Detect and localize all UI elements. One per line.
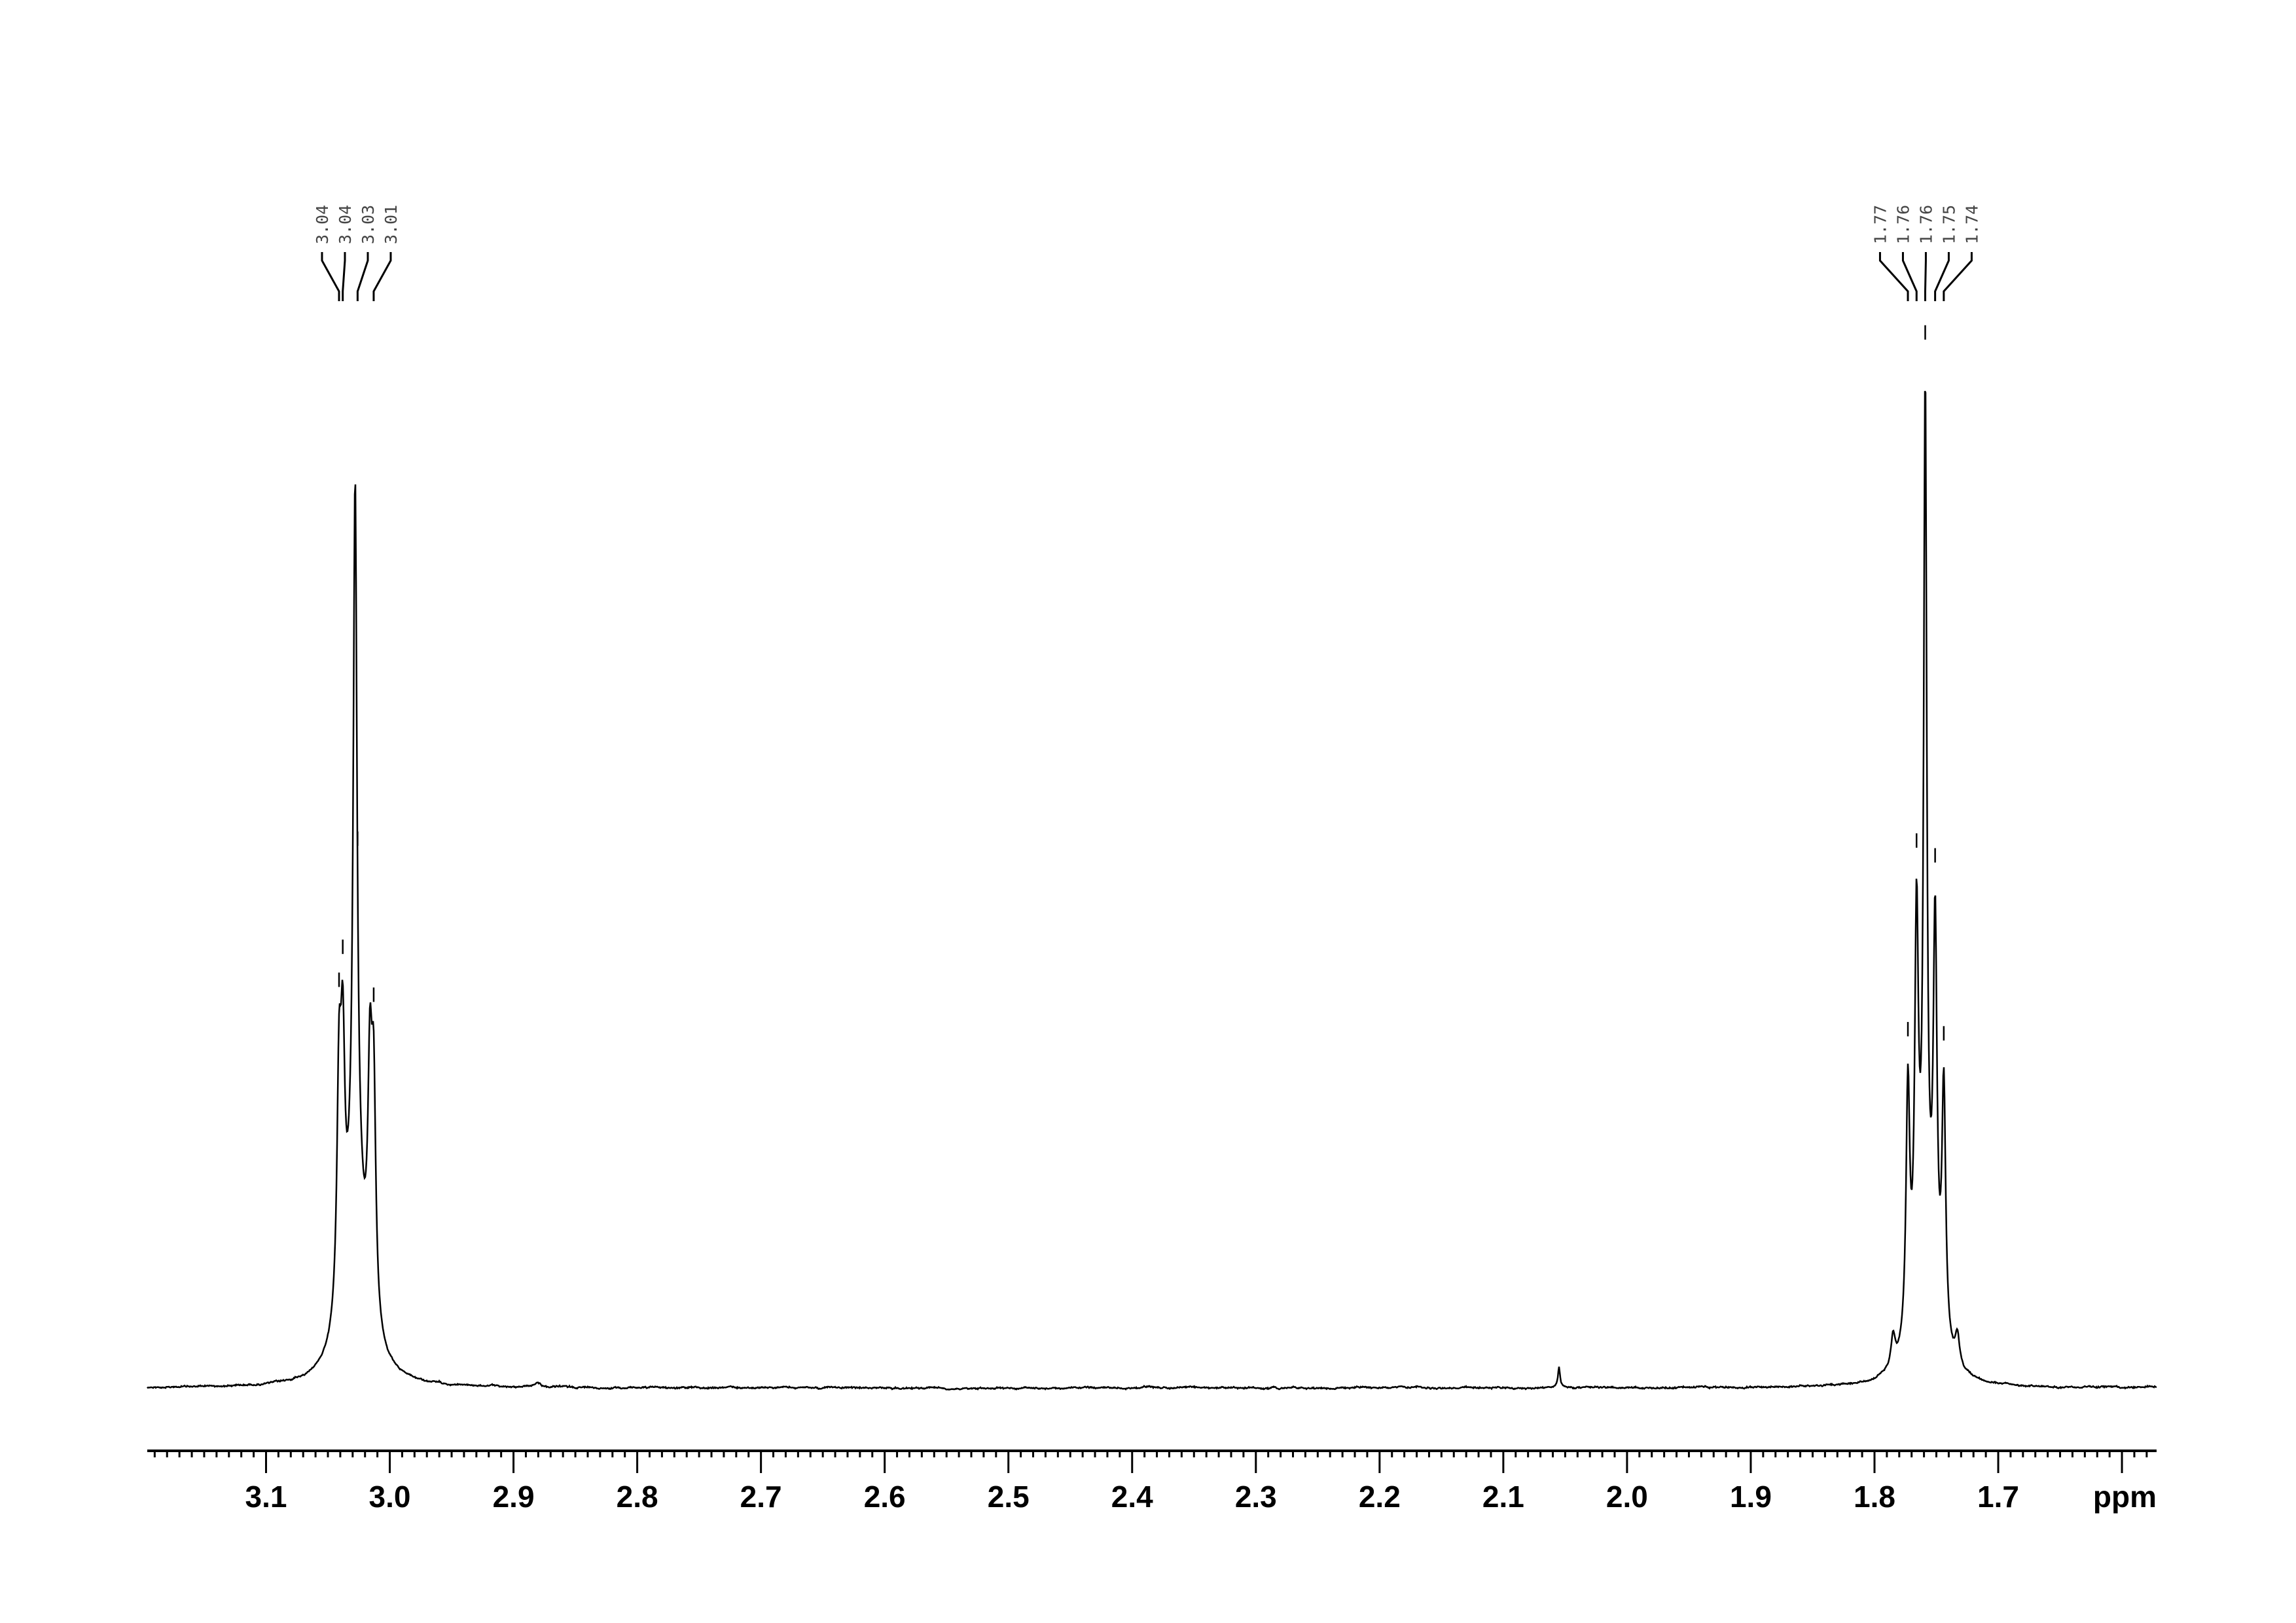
tick-label: 1.8: [1854, 1480, 1895, 1514]
spectrum-line: [147, 390, 2157, 1391]
spectrum-layer: [147, 390, 2157, 1391]
tick-label: 2.2: [1359, 1480, 1401, 1514]
peak-label-leader: [356, 252, 369, 301]
peak-label-leader: [342, 252, 346, 301]
tick-label: 3.1: [245, 1480, 287, 1514]
peak-label: 1.74: [1962, 205, 1981, 244]
tick-label: 2.3: [1235, 1480, 1277, 1514]
tick-label: 2.8: [617, 1480, 658, 1514]
x-axis: 3.1 3.0 2.9 2.8 2.7 2.6 2.5 2.4 2.3 2.2 2.1 2.0 1.9 1…: [147, 1450, 2157, 1514]
peak-label-leader: [1878, 252, 1909, 301]
tick-label: 2.1: [1482, 1480, 1524, 1514]
tick-label: 2.0: [1606, 1480, 1648, 1514]
peak-label-leader: [1943, 252, 1973, 301]
peak-label-leader: [1934, 252, 1950, 301]
peak-label: 3.04: [313, 205, 332, 244]
tick-label: 1.9: [1730, 1480, 1772, 1514]
x-axis-label: ppm: [2093, 1480, 2157, 1514]
tick-label: 3.0: [369, 1480, 411, 1514]
peak-label-leader: [372, 252, 392, 301]
peak-label: 1.77: [1871, 205, 1890, 244]
tick-label: 2.9: [493, 1480, 535, 1514]
tick-label: 2.4: [1111, 1480, 1153, 1514]
peak-label: 1.76: [1916, 205, 1935, 244]
peak-label: 1.76: [1893, 205, 1912, 244]
peak-label: 3.03: [359, 205, 378, 244]
peak-label-leader: [321, 252, 340, 301]
tick-label: 2.5: [988, 1480, 1030, 1514]
peak-labels: 3.04 3.04 3.03 3.01 1.77 1.76 1.76 1.75 1.74: [313, 205, 1981, 1041]
tick-label: 2.7: [740, 1480, 782, 1514]
tick-label: 2.6: [864, 1480, 906, 1514]
tick-label: 1.7: [1977, 1480, 2019, 1514]
peak-label-leader: [1924, 252, 1927, 301]
peak-label: 3.01: [382, 205, 401, 244]
peak-label-leader: [1901, 252, 1918, 301]
peak-label: 3.04: [336, 205, 355, 244]
peak-label: 1.75: [1939, 205, 1958, 244]
